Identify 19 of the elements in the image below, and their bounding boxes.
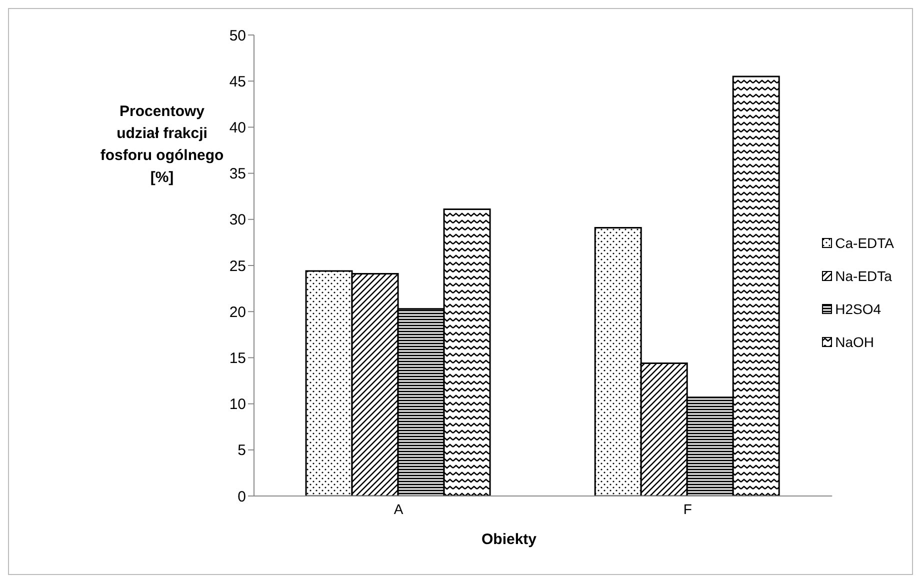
y-tick-label: 30 xyxy=(229,212,246,229)
y-tick-label: 25 xyxy=(229,258,246,275)
x-tick-label: A xyxy=(394,500,404,517)
y-axis-title: Procentowy udział frakcji fosforu ogólnego [%] xyxy=(99,102,225,188)
x-axis-title: Obiekty xyxy=(480,531,538,548)
legend-label: H2SO4 xyxy=(835,301,882,317)
y-tick-label: 45 xyxy=(229,73,246,90)
y-tick-label: 50 xyxy=(229,27,246,44)
y-tick-label: 15 xyxy=(229,350,246,368)
y-tick-label: 0 xyxy=(238,488,246,506)
y-tick-label: 5 xyxy=(238,442,246,460)
legend-label: Ca-EDTA xyxy=(835,235,894,251)
x-tick-label: F xyxy=(683,500,692,517)
legend-label: NaOH xyxy=(835,334,874,350)
y-tick-label: 20 xyxy=(229,304,246,321)
y-tick-label: 40 xyxy=(229,120,246,137)
legend-label: Na-EDTa xyxy=(835,268,892,284)
y-tick-label: 10 xyxy=(229,396,246,414)
y-tick-label: 35 xyxy=(229,166,246,183)
